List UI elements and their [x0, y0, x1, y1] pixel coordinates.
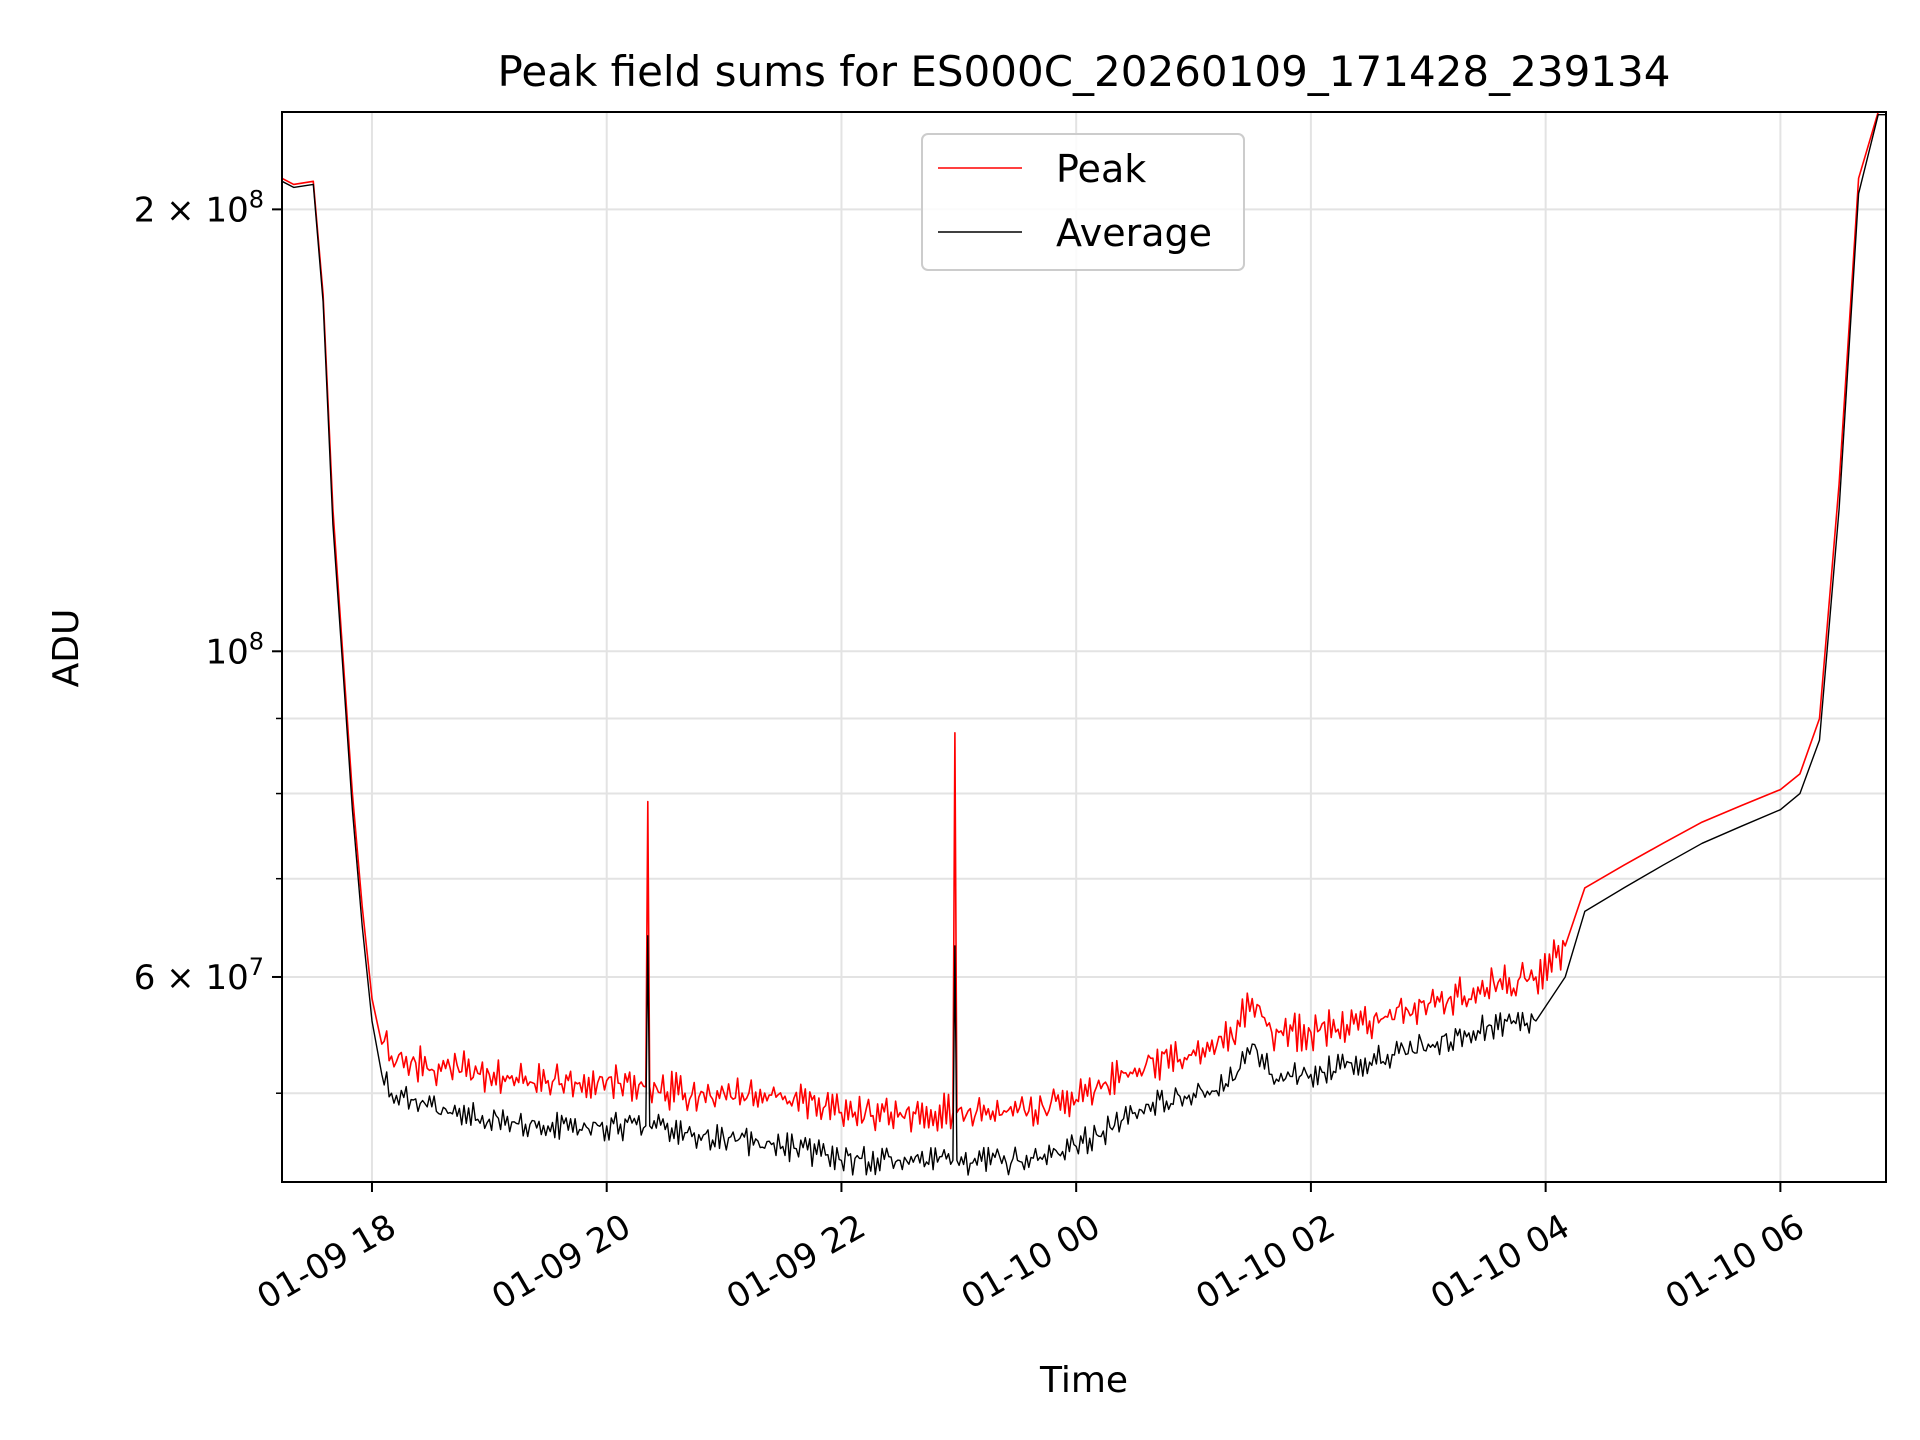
y-axis-label: ADU: [46, 609, 87, 688]
series-line-average: [282, 114, 1886, 1176]
series-layer: [282, 112, 1886, 1176]
plot-frame: [281, 111, 1887, 1183]
chart-title: Peak field sums for ES000C_20260109_1714…: [498, 47, 1671, 96]
legend-label-peak: Peak: [1056, 147, 1146, 191]
legend-label-average: Average: [1056, 211, 1212, 255]
y-tick-label: 6 × 107: [134, 953, 264, 998]
x-axis-label: Time: [1039, 1360, 1128, 1401]
series-line-peak: [282, 112, 1886, 1133]
y-tick-label: 2 × 108: [134, 185, 264, 230]
legend: Peak Average: [921, 133, 1245, 271]
